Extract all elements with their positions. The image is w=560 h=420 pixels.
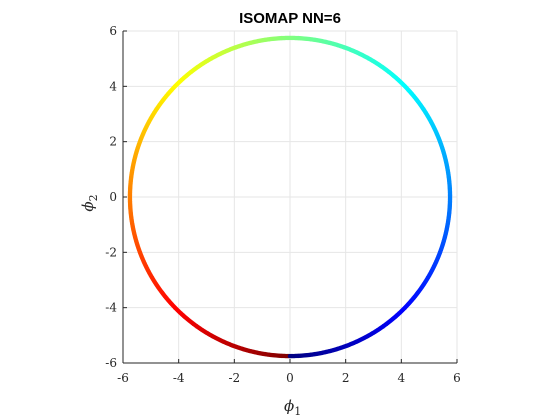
y-tick-labels: -6 -4 -2 0 2 4 6 [105,24,117,370]
x-tick-label-1: -4 [173,371,185,385]
chart-title: ISOMAP NN=6 [239,10,341,27]
x-axis-label-symbol: ϕ [284,397,294,415]
data-points [127,35,453,359]
y-axis-label-symbol: ϕ [79,201,97,211]
y-tick-label-3: 0 [109,190,117,204]
y-axis-label: ϕ2 [79,194,100,211]
y-tick-label-6: 6 [109,24,117,38]
data-point [447,196,453,201]
y-tick-label-4: 2 [109,135,117,149]
y-axis-label-subscript: 2 [87,194,100,201]
x-axis-label-subscript: 1 [294,405,301,418]
y-tick-label-5: 4 [109,79,117,93]
x-tick-label-4: 2 [342,371,350,385]
x-axis-label: ϕ1 [284,397,301,418]
y-tick-label-0: -6 [105,356,117,370]
x-tick-label-2: -2 [228,371,240,385]
x-tick-label-3: 0 [286,371,294,385]
x-tick-label-5: 4 [398,371,406,385]
x-tick-label-0: -6 [117,371,129,385]
x-tick-label-6: 6 [453,371,461,385]
y-tick-label-1: -4 [105,301,117,315]
axes [122,30,458,364]
x-tick-labels: -6 -4 -2 0 2 4 6 [117,371,461,385]
y-tick-label-2: -2 [105,245,117,259]
